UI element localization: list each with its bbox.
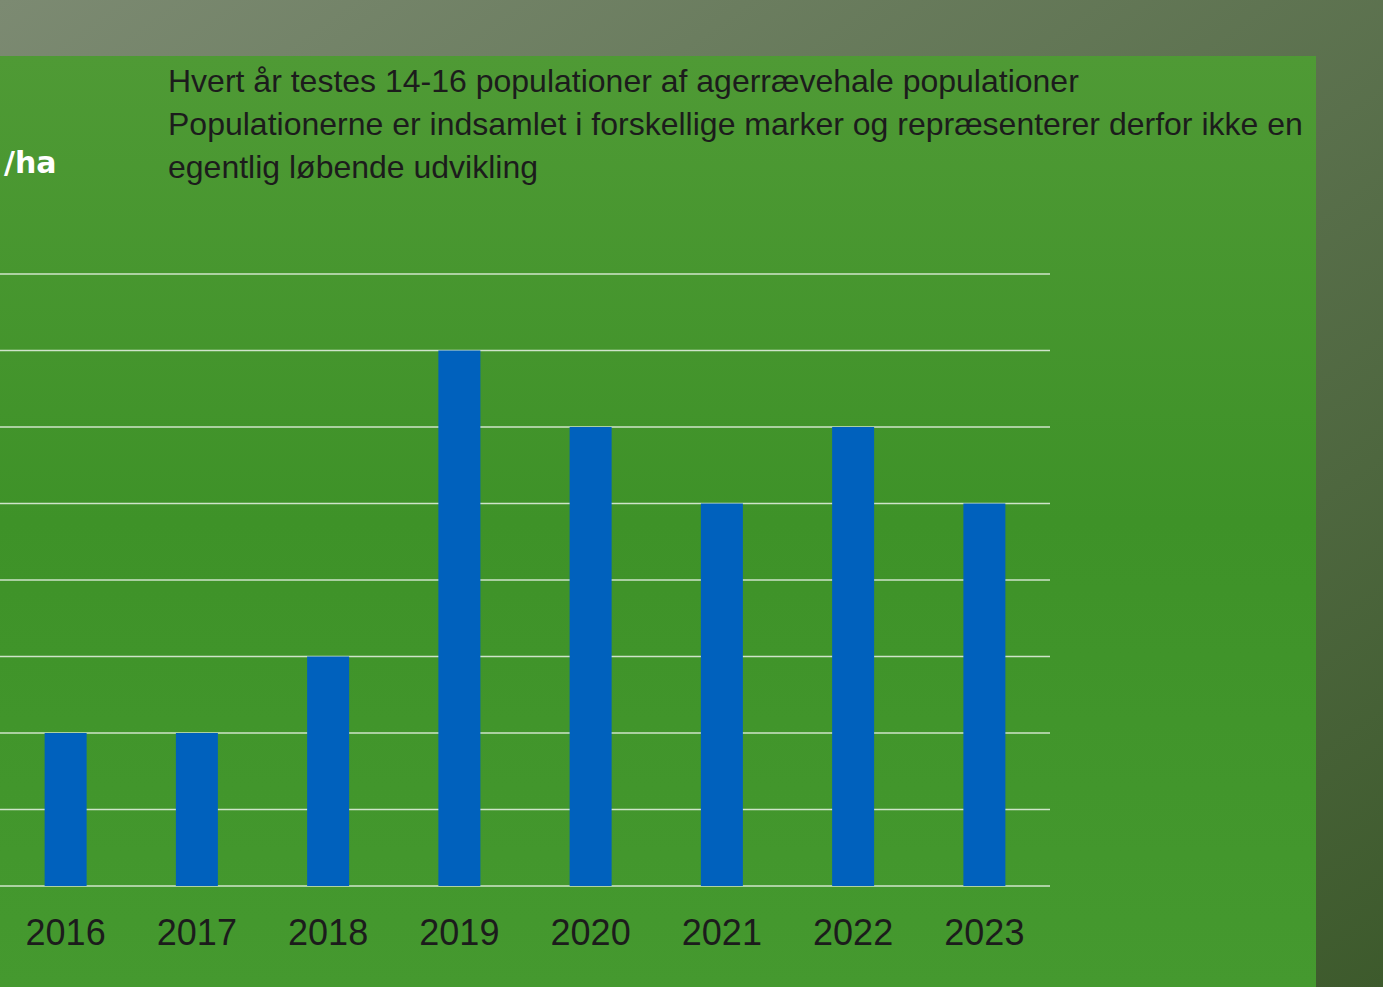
subtitle: Populationerne er indsamlet i forskellig… xyxy=(168,106,1303,185)
x-tick-label: 2021 xyxy=(682,912,762,953)
panel xyxy=(0,56,1316,987)
chart-root: 2016 2017 2018 2019 2020 2021 2022 2023/ha Hvert… xyxy=(0,0,1383,987)
grid-line xyxy=(0,809,1050,811)
bar xyxy=(176,733,218,886)
grid-line xyxy=(0,885,1050,887)
bars xyxy=(45,351,1006,887)
grid-line xyxy=(0,273,1050,275)
grid-line xyxy=(0,732,1050,734)
grid-line xyxy=(0,426,1050,428)
x-tick-label: 2020 xyxy=(551,912,631,953)
grid-line xyxy=(0,579,1050,581)
x-tick-label: 2018 xyxy=(288,912,368,953)
x-tick-label: 2019 xyxy=(419,912,499,953)
bar xyxy=(307,657,349,887)
bar xyxy=(438,351,480,887)
bar xyxy=(45,733,87,886)
bar xyxy=(570,427,612,886)
x-tick-label: 2023 xyxy=(944,912,1024,953)
y-axis-title: /ha xyxy=(4,145,57,180)
bar xyxy=(832,427,874,886)
x-tick-label: 2022 xyxy=(813,912,893,953)
x-tick-label: 2017 xyxy=(157,912,237,953)
grid-line xyxy=(0,350,1050,352)
x-tick-label: 2016 xyxy=(26,912,106,953)
background xyxy=(0,0,1383,987)
grid-line xyxy=(0,656,1050,658)
title: Hvert år testes 14-16 populationer af ag… xyxy=(168,63,1079,99)
grid-line xyxy=(0,503,1050,505)
bar xyxy=(701,504,743,887)
bar xyxy=(963,504,1005,887)
